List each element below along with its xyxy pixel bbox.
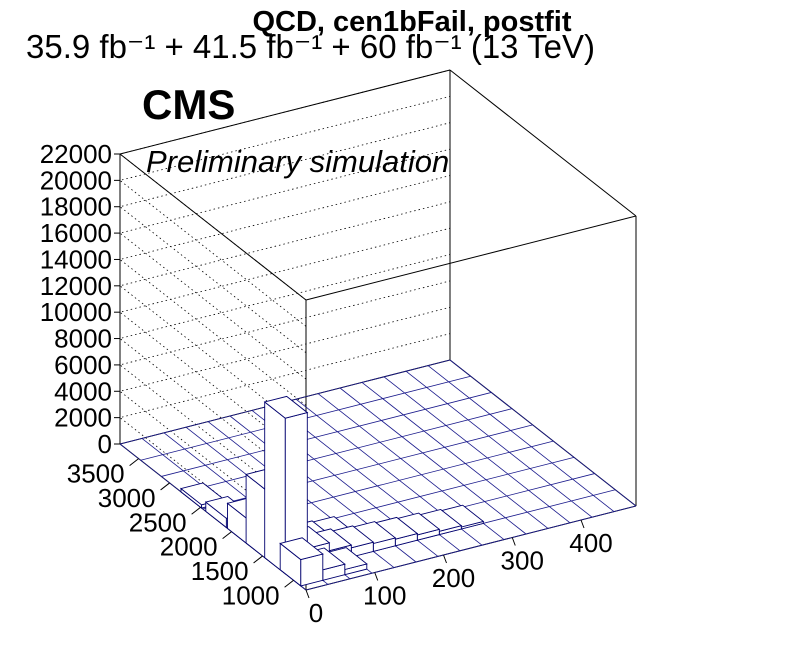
x-tick-mark — [374, 572, 379, 581]
x-tick-label: 0 — [309, 598, 323, 628]
z-tick-label: 0 — [98, 429, 112, 459]
z-tick-label: 22000 — [40, 139, 112, 169]
x-tick-mark — [443, 554, 447, 564]
z-grid-line — [119, 148, 451, 380]
z-tick-label: 6000 — [54, 350, 112, 380]
y-tick-label: 1000 — [222, 580, 280, 610]
z-tick-label: 10000 — [40, 297, 112, 327]
axis-box-edge — [119, 153, 307, 301]
y-tick-label: 2000 — [160, 532, 218, 562]
y-tick-label: 3500 — [67, 459, 125, 489]
z-tick-label: 8000 — [54, 324, 112, 354]
x-tick-label: 400 — [569, 528, 612, 558]
x-tick-label: 300 — [501, 546, 544, 576]
floor-grid-line — [339, 387, 527, 535]
z-tick-label: 20000 — [40, 165, 112, 195]
y-tick-mark — [191, 506, 201, 515]
z-grid-line — [119, 96, 451, 327]
floor-grid-line — [181, 408, 513, 494]
z-grid-line — [119, 175, 451, 406]
chart-title: QCD, cen1bFail, postfit — [252, 6, 571, 38]
floor-grid-line — [361, 382, 549, 529]
luminosity-label: 35.9 fb⁻¹ + 41.5 fb⁻¹ + 60 fb⁻¹ (13 TeV) — [26, 28, 595, 65]
z-tick-label: 14000 — [40, 244, 112, 274]
x-tick-label: 200 — [432, 563, 475, 593]
lego-bar — [263, 395, 309, 575]
x-tick-mark — [580, 519, 585, 529]
floor-grid-line — [405, 370, 593, 518]
y-tick-label: 3000 — [98, 483, 156, 513]
x-tick-mark — [305, 589, 310, 599]
y-tick-mark — [222, 531, 232, 539]
z-tick-label: 4000 — [54, 376, 112, 406]
y-tick-mark — [284, 579, 294, 588]
bars — [180, 395, 485, 587]
status-label: Preliminary simulation — [146, 144, 449, 179]
z-tick-label: 2000 — [54, 403, 112, 433]
y-tick-mark — [160, 482, 170, 491]
x-tick-label: 100 — [363, 581, 406, 611]
x-tick-mark — [511, 537, 516, 546]
y-tick-mark — [129, 458, 139, 466]
axis-box-edge — [449, 69, 637, 217]
floor-grid-line — [161, 392, 492, 477]
z-tick-label: 18000 — [40, 192, 112, 222]
floor-grid-line — [449, 359, 637, 507]
axis-box-edge — [305, 215, 637, 301]
floor-grid-line — [427, 365, 615, 512]
y-tick-label: 1500 — [191, 556, 249, 586]
floor-grid-line — [383, 376, 571, 524]
tick-labels: 0200040006000800010000120001400016000180… — [40, 139, 613, 628]
z-tick-label: 12000 — [40, 271, 112, 301]
y-tick-mark — [253, 555, 263, 564]
axis-box-edge — [119, 69, 451, 155]
cms-label: CMS — [142, 81, 235, 128]
y-tick-label: 2500 — [129, 507, 187, 537]
z-tick-label: 16000 — [40, 218, 112, 248]
lego-bar — [279, 537, 324, 587]
